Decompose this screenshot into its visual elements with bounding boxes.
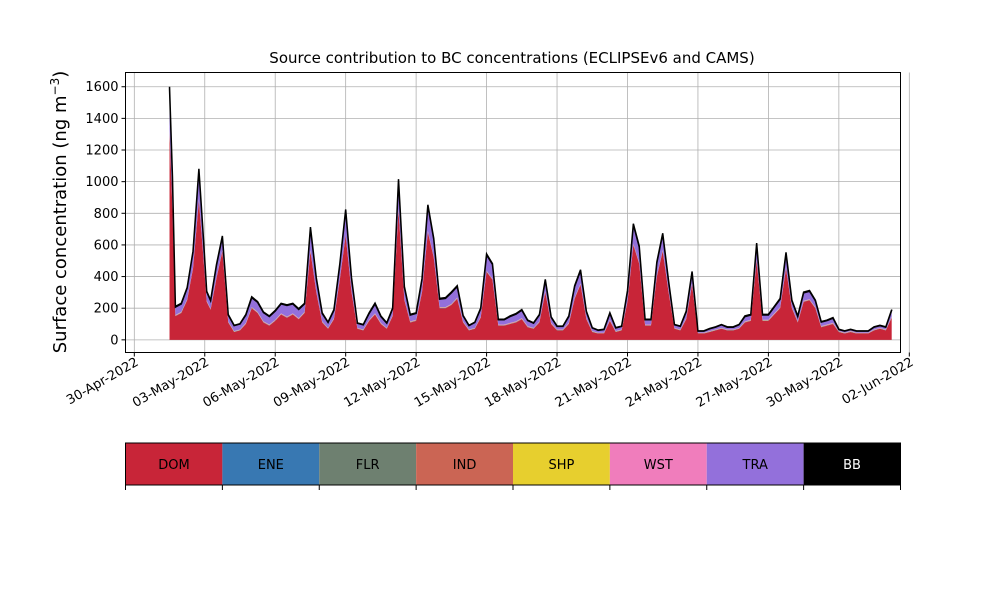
x-tick-label: 02-Jun-2022 [839, 355, 916, 408]
area-dom [169, 131, 892, 340]
legend-swatch-flr [319, 443, 417, 485]
y-tick-label: 600 [94, 238, 119, 253]
y-axis-label-exponent: −3 [48, 78, 62, 96]
area-bb [168, 86, 893, 332]
legend-swatch-shp [513, 443, 610, 485]
legend-label-ene: ENE [258, 458, 284, 473]
y-axis-label: Surface concentration (ng m−3) [48, 71, 71, 354]
y-tick-label: 800 [94, 207, 119, 222]
x-tick-label: 30-Apr-2022 [64, 355, 141, 408]
y-axis-label-close: ) [50, 71, 71, 78]
plot-frame [125, 72, 901, 353]
legend-frame [125, 442, 901, 486]
legend-swatch-ind [416, 443, 513, 485]
legend-label-flr: FLR [356, 458, 380, 473]
legend-label-wst: WST [644, 458, 673, 473]
legend-swatch-wst [609, 443, 707, 485]
y-tick-label: 1600 [85, 80, 118, 95]
legend-label-tra: TRA [742, 458, 768, 473]
y-tick-label: 400 [94, 270, 119, 285]
x-axis-ticks: 30-Apr-202203-May-202206-May-202209-May-… [64, 352, 916, 411]
y-tick-label: 1200 [85, 144, 118, 159]
x-tick-label: 30-May-2022 [764, 355, 846, 411]
chart-title: Source contribution to BC concentrations… [269, 49, 754, 67]
legend-swatch-dom [125, 443, 223, 485]
x-tick-label: 12-May-2022 [341, 355, 423, 411]
x-tick-label: 15-May-2022 [412, 355, 494, 411]
x-tick-label: 27-May-2022 [694, 355, 776, 411]
legend-colorbar: DOM ENE FLR IND SHP WST TRA BB [125, 442, 901, 490]
y-tick-label: 0 [110, 333, 118, 348]
x-tick-label: 03-May-2022 [130, 355, 212, 411]
y-tick-label: 200 [94, 302, 119, 317]
area-tra [169, 88, 892, 333]
x-tick-label: 09-May-2022 [271, 355, 353, 411]
legend-label-bb: BB [843, 458, 861, 473]
x-tick-label: 24-May-2022 [623, 355, 705, 411]
y-tick-label: 1000 [85, 175, 118, 190]
legend-swatch-tra [706, 443, 804, 485]
legend-swatch-ene [222, 443, 320, 485]
x-tick-label: 21-May-2022 [553, 355, 635, 411]
legend-label-dom: DOM [158, 458, 189, 473]
x-tick-label: 18-May-2022 [482, 355, 564, 411]
legend-swatch-bb [803, 443, 901, 485]
x-tick-label: 06-May-2022 [201, 355, 283, 411]
y-axis-label-text: Surface concentration (ng m [50, 95, 71, 353]
y-tick-label: 1400 [85, 112, 118, 127]
legend-label-ind: IND [453, 458, 477, 473]
y-axis-ticks: 0 200 400 600 800 1000 1200 1400 1600 [85, 80, 126, 348]
stacked-areas [168, 86, 893, 340]
legend-label-shp: SHP [549, 458, 575, 473]
